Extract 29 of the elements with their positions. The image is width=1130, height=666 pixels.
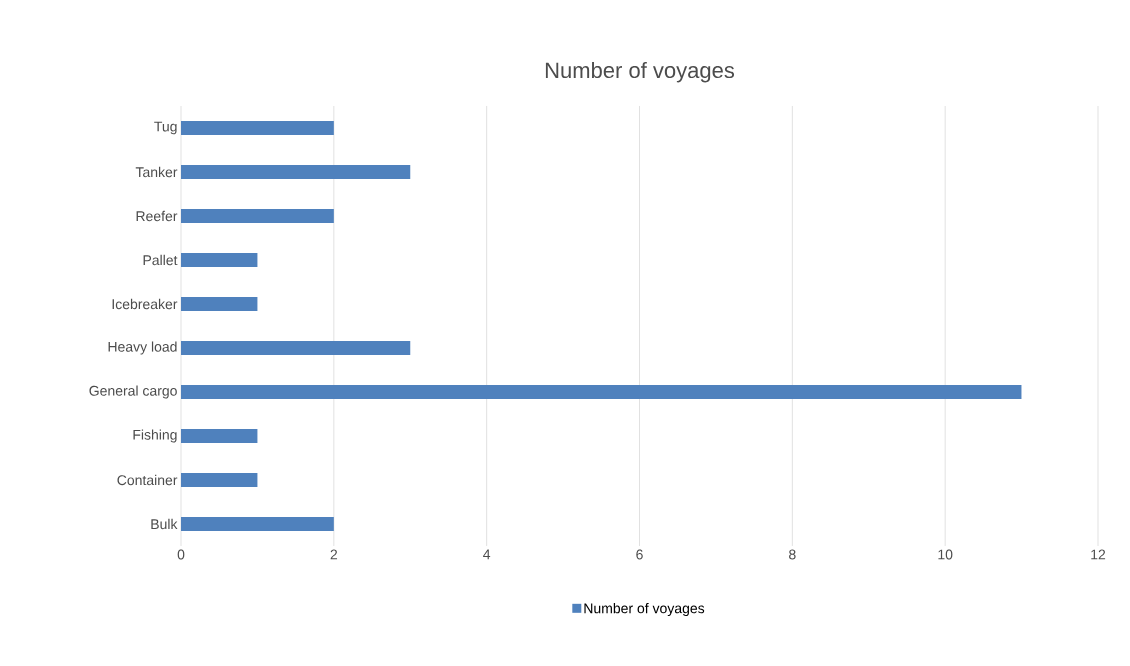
- x-tick-label: 12: [1091, 549, 1106, 560]
- bar: [181, 296, 258, 311]
- x-tick-label: 0: [177, 549, 185, 560]
- y-tick-label: Bulk: [151, 518, 178, 530]
- y-tick-label: Reefer: [136, 210, 178, 222]
- y-tick-label: General cargo: [89, 385, 177, 399]
- y-tick-label: Pallet: [143, 254, 178, 266]
- chart-title: Number of voyages: [545, 61, 735, 83]
- bar: [181, 428, 258, 443]
- x-tick-label: 4: [483, 549, 491, 560]
- bar: [181, 384, 1022, 399]
- y-tick-label: Tanker: [135, 166, 178, 178]
- bar: [181, 120, 334, 135]
- x-tick-label: 2: [330, 549, 338, 560]
- x-tick-label: 8: [789, 549, 796, 560]
- x-tick-label: 10: [938, 549, 953, 560]
- y-tick-label: Heavy load: [108, 341, 177, 355]
- bar: [181, 252, 258, 267]
- y-tick-label: Container: [117, 474, 178, 486]
- bar: [181, 472, 258, 487]
- bar: [181, 208, 334, 223]
- y-tick-label: Tug: [154, 121, 177, 135]
- bar: [181, 516, 334, 531]
- legend-label: Number of voyages: [584, 602, 705, 617]
- y-tick-label: Icebreaker: [112, 298, 178, 310]
- y-tick-label: Fishing: [133, 429, 177, 443]
- bar: [181, 164, 411, 179]
- x-tick-label: 6: [636, 549, 643, 560]
- bar: [181, 340, 411, 355]
